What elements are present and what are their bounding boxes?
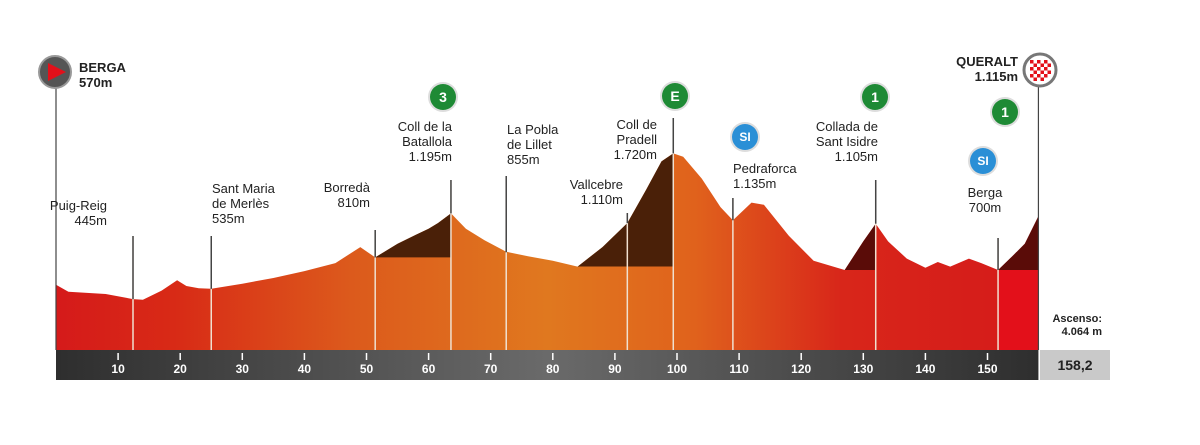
- point-label: Sant Maria de Merlès 535m: [212, 181, 275, 226]
- checker-cell: [1044, 60, 1048, 64]
- start-label: BERGA 570m: [79, 60, 126, 90]
- mountain-cat-badge: 1: [862, 84, 888, 110]
- sprint-badge: SI: [732, 124, 758, 150]
- finish-elev: 1.115m: [974, 69, 1018, 84]
- ascent-info: Ascenso: 4.064 m: [1052, 313, 1102, 338]
- axis-tick-label: 110: [729, 362, 749, 376]
- mountain-cat-badge: 3: [430, 84, 456, 110]
- axis-tick-label: 60: [421, 362, 436, 376]
- start-name: BERGA: [79, 60, 126, 75]
- checker-cell: [1037, 60, 1041, 64]
- climb-area: [844, 223, 876, 270]
- checker-cell: [1033, 77, 1037, 81]
- checker-cell: [1040, 63, 1044, 67]
- axis-tick-label: 20: [173, 362, 187, 376]
- checker-cell: [1040, 77, 1044, 81]
- point-label: Borredà 810m: [323, 180, 370, 210]
- checker-cell: [1030, 74, 1034, 78]
- finish-label: QUERALT 1.115m: [920, 54, 1018, 84]
- finish-name: QUERALT: [956, 54, 1018, 69]
- checker-cell: [1030, 60, 1034, 64]
- axis-tick-label: 50: [359, 362, 374, 376]
- mountain-cat-badge: E: [662, 83, 688, 109]
- elevation-area: [56, 153, 1039, 350]
- axis-tick-label: 100: [666, 362, 688, 376]
- checker-cell: [1030, 67, 1034, 71]
- point-label: Puig-Reig 445m: [49, 198, 107, 228]
- axis-tick-label: 30: [235, 362, 249, 376]
- point-label: Pedraforca 1.135m: [733, 161, 797, 191]
- axis-tick-label: 70: [484, 362, 498, 376]
- checker-cell: [1040, 70, 1044, 74]
- axis-tick-label: 140: [915, 362, 936, 376]
- axis-tick-label: 120: [791, 362, 812, 376]
- checker-cell: [1044, 67, 1048, 71]
- checker-cell: [1033, 70, 1037, 74]
- mountain-cat-badge: 1: [992, 99, 1018, 125]
- axis-tick-label: 40: [297, 362, 312, 376]
- axis-tick-label: 130: [853, 362, 874, 376]
- axis-tick-label: 150: [977, 362, 998, 376]
- checker-cell: [1047, 63, 1051, 67]
- distance-axis: [56, 350, 1039, 380]
- point-label: Coll de Pradell 1.720m: [613, 117, 657, 162]
- final-segment: [998, 269, 1039, 350]
- axis-tick-label: 10: [111, 362, 125, 376]
- point-label: Berga 700m: [967, 185, 1003, 215]
- climb-area: [577, 153, 674, 267]
- checker-cell: [1037, 74, 1041, 78]
- climb-area: [998, 216, 1039, 270]
- start-triangle-icon: [48, 63, 66, 81]
- climb-area: [375, 213, 451, 258]
- point-label: Collada de Sant Isidre 1.105m: [815, 119, 878, 164]
- axis-tick-label: 90: [608, 362, 622, 376]
- point-label: Coll de la Batallola 1.195m: [397, 119, 452, 164]
- sprint-badge: SI: [970, 148, 996, 174]
- checker-cell: [1037, 67, 1041, 71]
- point-label: Vallcebre 1.110m: [569, 177, 623, 207]
- point-label: La Pobla de Lillet 855m: [507, 122, 559, 167]
- checker-cell: [1047, 70, 1051, 74]
- axis-tick-label: 80: [546, 362, 560, 376]
- start-elev: 570m: [79, 75, 113, 90]
- checker-cell: [1044, 74, 1048, 78]
- checker-cell: [1033, 63, 1037, 67]
- total-distance: 158,2: [1040, 350, 1110, 380]
